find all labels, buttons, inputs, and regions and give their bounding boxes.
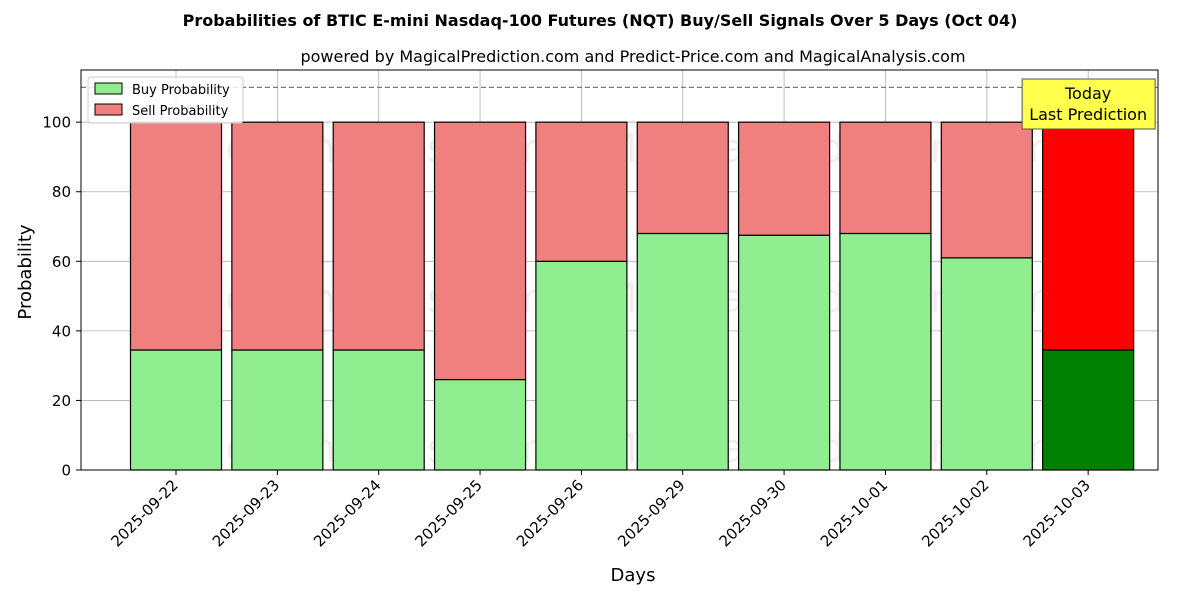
x-tick-label: 2025-09-25 bbox=[411, 476, 485, 550]
buy-bar bbox=[940, 257, 1033, 471]
annotation-line-1: Today bbox=[1064, 84, 1111, 103]
buy-bar bbox=[433, 378, 527, 471]
y-tick-label: 20 bbox=[52, 392, 71, 410]
legend-label-buy: Buy Probability bbox=[132, 83, 230, 98]
sell-bar bbox=[231, 121, 324, 351]
buy-bar bbox=[231, 349, 324, 471]
chart-title: Probabilities of BTIC E-mini Nasdaq-100 … bbox=[183, 11, 1018, 30]
x-axis-label: Days bbox=[611, 565, 656, 586]
bar-layer bbox=[129, 121, 1135, 471]
legend-swatch-buy bbox=[94, 82, 123, 95]
annotation-box bbox=[1021, 78, 1156, 130]
y-tick-label: 60 bbox=[52, 253, 71, 271]
annotation-line-2: Last Prediction bbox=[1029, 105, 1147, 124]
buy-bar bbox=[839, 232, 932, 471]
plot-frame bbox=[80, 69, 1159, 471]
sell-bar bbox=[940, 121, 1033, 259]
x-tick-label: 2025-09-29 bbox=[614, 476, 688, 550]
legend-swatch-sell bbox=[94, 103, 123, 116]
y-axis-label: Probability bbox=[15, 224, 36, 319]
buy-bar bbox=[737, 234, 831, 471]
y-tick-label: 80 bbox=[52, 183, 71, 201]
buy-bar bbox=[1042, 349, 1135, 471]
legend-label-sell: Sell Probability bbox=[132, 104, 229, 119]
sell-bar bbox=[433, 121, 527, 381]
sell-bar bbox=[535, 121, 628, 262]
buy-bar bbox=[129, 349, 223, 471]
x-tick-label: 2025-10-03 bbox=[1020, 476, 1094, 550]
legend: Buy Probability Sell Probability bbox=[87, 76, 244, 124]
y-tick-label: 0 bbox=[61, 462, 71, 480]
x-tick-label: 2025-09-26 bbox=[513, 476, 587, 550]
chart-subtitle: powered by MagicalPrediction.com and Pre… bbox=[300, 47, 965, 66]
y-tick-label: 40 bbox=[52, 322, 71, 340]
buy-bar bbox=[332, 349, 425, 471]
x-tick-label: 2025-09-30 bbox=[716, 476, 790, 550]
buy-bar bbox=[535, 260, 628, 471]
today-annotation: Today Last Prediction bbox=[1021, 78, 1156, 130]
sell-bar bbox=[737, 121, 831, 236]
sell-bar bbox=[129, 121, 223, 351]
x-tick-label: 2025-10-01 bbox=[817, 476, 891, 550]
legend-frame bbox=[87, 76, 244, 124]
sell-bar bbox=[636, 121, 729, 235]
x-tick-label: 2025-09-24 bbox=[310, 476, 384, 550]
buy-bar bbox=[636, 232, 729, 471]
x-tick-label: 2025-09-23 bbox=[209, 476, 283, 550]
x-tick-label: 2025-09-22 bbox=[107, 476, 181, 550]
sell-bar bbox=[1042, 121, 1135, 351]
sell-bar bbox=[332, 121, 425, 351]
y-tick-label: 100 bbox=[42, 114, 71, 132]
x-tick-label: 2025-10-02 bbox=[918, 476, 992, 550]
sell-bar bbox=[839, 121, 932, 235]
